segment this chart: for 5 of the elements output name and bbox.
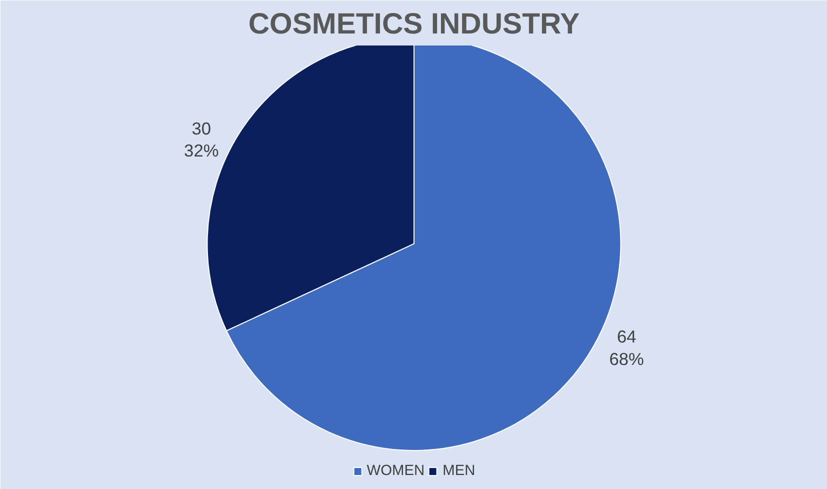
legend-label: WOMEN	[366, 463, 425, 479]
data-label: 64 68%	[609, 326, 644, 369]
legend-label: MEN	[442, 463, 476, 479]
chart-title: COSMETICS INDUSTRY	[248, 8, 580, 40]
data-label: 30 32%	[184, 118, 219, 161]
